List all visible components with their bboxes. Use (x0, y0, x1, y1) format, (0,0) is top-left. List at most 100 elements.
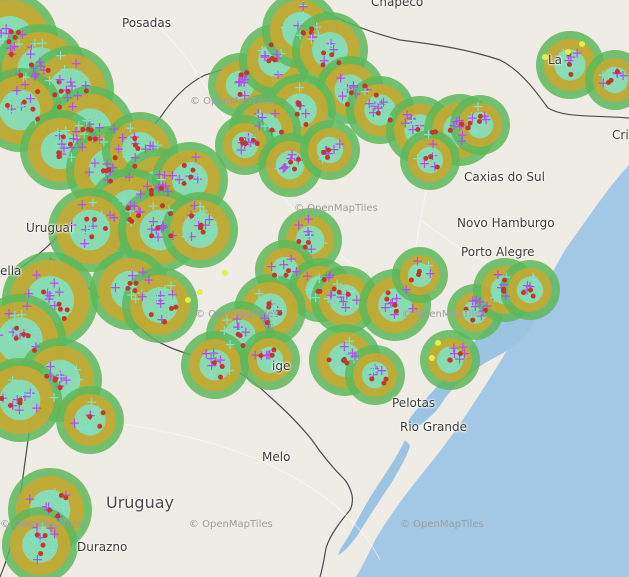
border-rs-sc (299, 0, 629, 119)
storm-cell (2, 507, 78, 577)
attribution-2: © OpenMapTiles (294, 203, 378, 214)
lightning-plus-mark: + (343, 333, 355, 349)
cloud-to-ground-strike (108, 178, 114, 184)
lightning-plus-mark: + (323, 270, 335, 286)
cloud-to-ground-strike (80, 127, 86, 133)
cloud-to-ground-strike (292, 166, 298, 172)
lightning-plus-mark: + (385, 296, 397, 312)
cloud-to-ground-strike (45, 67, 51, 73)
lightning-plus-mark: + (412, 151, 424, 167)
lightning-plus-mark: + (134, 138, 146, 154)
lightning-plus-mark: + (412, 254, 424, 270)
lightning-plus-mark: + (66, 150, 78, 166)
lightning-plus-mark: + (158, 220, 170, 236)
lightning-plus-mark: + (155, 288, 167, 304)
lightning-plus-mark: + (156, 312, 168, 328)
lightning-plus-mark: + (41, 492, 53, 508)
lightning-plus-mark: + (286, 147, 298, 163)
lightning-plus-mark: + (98, 135, 110, 151)
cloud-to-ground-strike (7, 403, 13, 409)
lightning-plus-mark: + (387, 295, 399, 311)
lightning-plus-mark: + (3, 306, 15, 322)
lightning-plus-mark: + (3, 327, 15, 343)
lightning-plus-mark: + (328, 37, 340, 53)
lightning-plus-mark: + (9, 39, 21, 55)
lightning-plus-mark: + (479, 109, 491, 125)
lightning-plus-mark: + (5, 40, 17, 56)
lightning-plus-mark: + (496, 280, 508, 296)
lightning-plus-mark: + (130, 291, 142, 307)
lightning-plus-mark: + (146, 221, 158, 237)
lightning-plus-mark: + (407, 301, 419, 317)
lightning-plus-mark: + (0, 23, 3, 39)
cloud-to-ground-strike (520, 290, 526, 296)
cloud-to-ground-strike (67, 141, 73, 147)
lightning-plus-mark: + (457, 340, 469, 356)
cloud-to-ground-strike (190, 167, 196, 173)
lightning-plus-mark: + (367, 364, 379, 380)
lightning-plus-mark: + (44, 73, 56, 89)
lightning-plus-mark: + (294, 14, 306, 30)
lightning-plus-mark: + (233, 75, 245, 91)
lightning-plus-mark: + (30, 339, 42, 355)
lightning-plus-mark: + (300, 106, 312, 122)
lightning-plus-mark: + (42, 286, 54, 302)
lightning-plus-mark: + (310, 20, 322, 36)
cloud-to-ground-strike (100, 168, 106, 174)
cloud-to-ground-strike (423, 155, 429, 161)
lightning-plus-mark: + (525, 278, 537, 294)
lightning-plus-mark: + (25, 91, 37, 107)
lightning-plus-mark: + (400, 116, 412, 132)
lightning-plus-mark: + (166, 293, 178, 309)
lightning-plus-mark: + (234, 74, 246, 90)
lightning-plus-mark: + (60, 123, 72, 139)
lightning-plus-mark: + (347, 283, 359, 299)
cloud-to-ground-strike (28, 62, 34, 68)
cloud-to-ground-strike (271, 272, 277, 278)
cloud-to-ground-strike (35, 89, 41, 95)
lightning-plus-mark: + (35, 59, 47, 75)
lightning-plus-mark: + (72, 88, 84, 104)
cloud-to-ground-strike (302, 244, 308, 250)
lightning-plus-mark: + (339, 339, 351, 355)
lightning-plus-mark: + (324, 38, 336, 54)
lightning-plus-mark: + (113, 141, 125, 157)
cloud-to-ground-strike (375, 110, 381, 116)
cloud-to-ground-strike (25, 333, 31, 339)
lightning-plus-mark: + (56, 137, 68, 153)
lightning-plus-mark: + (556, 65, 568, 81)
cloud-to-ground-strike (373, 92, 379, 98)
lightning-plus-mark: + (303, 227, 315, 243)
cloud-to-ground-strike (362, 83, 368, 89)
lightning-plus-mark: + (325, 36, 337, 52)
recent-flash-marker (579, 41, 585, 47)
cloud-to-ground-strike (56, 154, 62, 160)
cloud-to-ground-strike (31, 347, 37, 353)
cloud-to-ground-strike (459, 121, 465, 127)
country-label-uruguay: Uruguay (106, 493, 174, 512)
lightning-plus-mark: + (41, 499, 53, 515)
lightning-plus-mark: + (167, 287, 179, 303)
lightning-plus-mark: + (565, 49, 577, 65)
lightning-plus-mark: + (470, 293, 482, 309)
lightning-plus-mark: + (527, 269, 539, 285)
lightning-plus-mark: + (173, 172, 185, 188)
storm-cell (0, 358, 62, 442)
cloud-to-ground-strike (477, 118, 483, 124)
lightning-plus-mark: + (252, 106, 264, 122)
lightning-plus-mark: + (23, 286, 35, 302)
lightning-plus-mark: + (566, 55, 578, 71)
lightning-plus-mark: + (337, 294, 349, 310)
lightning-plus-mark: + (240, 325, 252, 341)
lightning-plus-mark: + (235, 142, 247, 158)
lightning-plus-mark: + (49, 298, 61, 314)
lightning-plus-mark: + (193, 218, 205, 234)
lightning-plus-mark: + (454, 119, 466, 135)
lightning-plus-mark: + (44, 369, 56, 385)
lightning-plus-mark: + (80, 78, 92, 94)
lightning-plus-mark: + (31, 400, 43, 416)
lightning-plus-mark: + (570, 59, 582, 75)
recent-flash-marker (222, 270, 228, 276)
